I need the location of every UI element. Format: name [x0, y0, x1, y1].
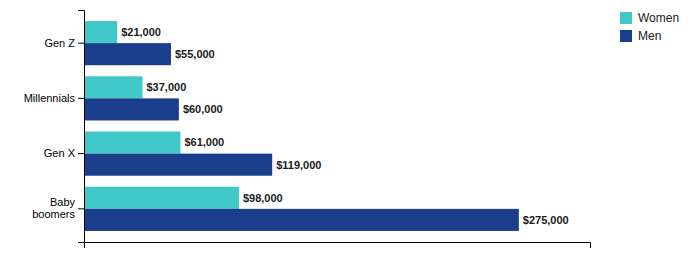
y-tick-label-line: Gen Z	[44, 37, 75, 49]
data-label: $21,000	[121, 26, 161, 38]
y-tick-label-line: boomers	[32, 208, 75, 220]
y-tick: Millennials	[24, 92, 84, 104]
bar	[84, 76, 143, 98]
y-tick: Babyboomers	[32, 196, 84, 220]
bar	[84, 187, 239, 209]
data-label: $55,000	[175, 48, 215, 60]
data-label: $98,000	[243, 192, 283, 204]
legend-swatch	[620, 30, 632, 42]
y-tick-label: Millennials	[24, 92, 76, 104]
y-tick-mark	[78, 208, 84, 209]
bar	[84, 21, 117, 43]
bar	[84, 132, 180, 154]
y-tick-label: Gen Z	[44, 37, 75, 49]
y-tick-label-line: Gen X	[44, 147, 76, 159]
data-label: $37,000	[147, 81, 187, 93]
x-axis	[85, 243, 591, 249]
y-axis: Gen Z Millennials Gen X Babyboomers	[24, 11, 85, 243]
y-tick-mark	[78, 153, 84, 154]
y-axis-line	[78, 11, 85, 243]
data-labels: $21,000 $37,000 $61,000 $98,000 $55,000 $60,0…	[121, 26, 569, 226]
y-tick-label-line: Millennials	[24, 92, 76, 104]
bar	[84, 154, 272, 176]
legend: Women Men	[620, 11, 679, 43]
data-label: $60,000	[183, 103, 223, 115]
bars	[84, 21, 519, 231]
y-tick-mark	[78, 43, 84, 44]
legend-swatch	[620, 12, 632, 24]
bar	[84, 209, 519, 231]
y-tick-label-line: Baby	[50, 196, 76, 208]
chart-container: $21,000 $37,000 $61,000 $98,000 $55,000 $60,0…	[0, 0, 700, 264]
bar	[84, 98, 179, 120]
data-label: $119,000	[276, 159, 321, 171]
y-tick: Gen X	[44, 147, 84, 159]
legend-item: Women	[620, 11, 679, 25]
data-label: $61,000	[184, 136, 224, 148]
data-label: $275,000	[523, 214, 569, 226]
legend-label: Women	[638, 11, 679, 25]
legend-label: Men	[638, 29, 661, 43]
y-tick-mark	[78, 98, 84, 99]
x-axis-line	[85, 243, 591, 249]
y-tick: Gen Z	[44, 37, 84, 49]
y-tick-label: Babyboomers	[32, 196, 75, 220]
bar	[84, 43, 171, 65]
plot-area: $21,000 $37,000 $61,000 $98,000 $55,000 $60,0…	[24, 11, 591, 249]
legend-item: Men	[620, 29, 661, 43]
chart-svg: $21,000 $37,000 $61,000 $98,000 $55,000 $60,0…	[0, 0, 700, 264]
y-tick-label: Gen X	[44, 147, 76, 159]
